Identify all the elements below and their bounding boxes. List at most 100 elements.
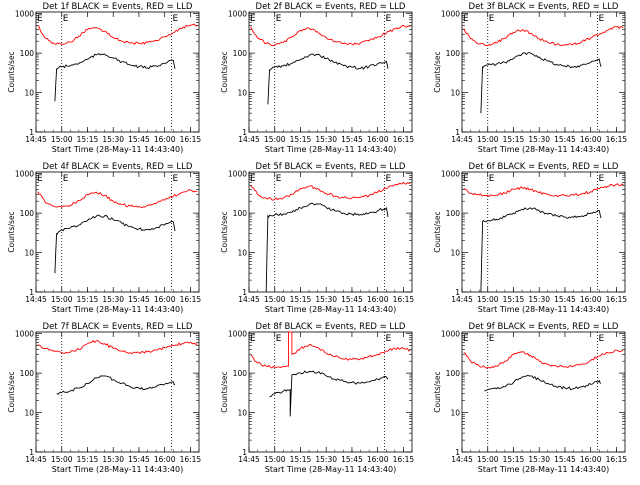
x-tick-label: 16:15 bbox=[606, 455, 628, 464]
events-series-line bbox=[269, 370, 389, 417]
x-tick-label: 16:00 bbox=[154, 295, 176, 304]
x-axis-label: Start Time (28-May-11 14:43:40) bbox=[265, 145, 396, 154]
chart-title: Det 7f BLACK = Events, RED = LLD bbox=[43, 322, 193, 332]
time-marker-label: E bbox=[489, 14, 495, 24]
time-marker-label: E bbox=[63, 174, 69, 184]
x-tick-label: 15:30 bbox=[315, 135, 337, 144]
y-tick-label: 1000 bbox=[441, 330, 460, 339]
x-tick-label: 16:15 bbox=[180, 135, 202, 144]
y-tick-label: 10 bbox=[450, 89, 460, 98]
events-series-line bbox=[484, 374, 602, 392]
chart-panel-1: Det 1f BLACK = Events, RED = LLD 1 10 100 10… bbox=[7, 2, 201, 154]
y-axis-label: Counts/sec bbox=[433, 371, 442, 412]
chart-panel-3: Det 3f BLACK = Events, RED = LLD 1 10 100 10… bbox=[433, 2, 627, 154]
x-tick-label: 15:00 bbox=[51, 135, 73, 144]
time-marker-label: E bbox=[386, 14, 392, 24]
plot-frame bbox=[248, 171, 413, 293]
x-tick-label: 15:45 bbox=[128, 455, 150, 464]
x-tick-label: 15:30 bbox=[315, 455, 337, 464]
plot-frame bbox=[248, 11, 413, 133]
x-tick-label: 15:45 bbox=[341, 295, 363, 304]
plot-frame bbox=[35, 171, 200, 293]
events-series-line bbox=[267, 53, 389, 105]
chart-title: Det 3f BLACK = Events, RED = LLD bbox=[469, 2, 619, 12]
events-series-line bbox=[54, 214, 176, 274]
time-marker-label: E bbox=[37, 14, 43, 24]
x-tick-label: 16:15 bbox=[393, 135, 415, 144]
x-tick-label: 15:15 bbox=[290, 295, 312, 304]
chart-panel-7: Det 7f BLACK = Events, RED = LLD 1 10 100 10… bbox=[7, 322, 201, 474]
time-marker-label: E bbox=[173, 14, 179, 24]
chart-title: Det 6f BLACK = Events, RED = LLD bbox=[469, 162, 619, 172]
x-tick-label: 16:15 bbox=[393, 455, 415, 464]
y-tick-label: 10 bbox=[24, 409, 34, 418]
x-tick-label: 15:45 bbox=[128, 295, 150, 304]
x-tick-label: 15:45 bbox=[554, 295, 576, 304]
x-tick-label: 15:30 bbox=[102, 135, 124, 144]
x-tick-label: 16:15 bbox=[606, 135, 628, 144]
x-axis-label: Start Time (28-May-11 14:43:40) bbox=[478, 145, 609, 154]
time-marker-label: E bbox=[489, 174, 495, 184]
x-tick-label: 16:15 bbox=[606, 295, 628, 304]
x-tick-label: 15:00 bbox=[477, 135, 499, 144]
x-tick-label: 15:15 bbox=[77, 135, 99, 144]
lld-series-line bbox=[463, 349, 624, 369]
x-tick-label: 15:15 bbox=[290, 135, 312, 144]
time-marker-label: E bbox=[599, 14, 605, 24]
time-marker-label: E bbox=[276, 14, 282, 24]
x-axis-label: Start Time (28-May-11 14:43:40) bbox=[52, 145, 183, 154]
x-tick-label: 16:00 bbox=[154, 135, 176, 144]
time-marker-label: E bbox=[37, 174, 43, 184]
x-axis-label: Start Time (28-May-11 14:43:40) bbox=[265, 305, 396, 314]
x-tick-label: 15:15 bbox=[290, 455, 312, 464]
y-tick-label: 1 bbox=[455, 448, 460, 457]
x-tick-label: 16:15 bbox=[180, 295, 202, 304]
x-tick-label: 16:15 bbox=[180, 455, 202, 464]
time-marker-label: E bbox=[250, 14, 256, 24]
x-tick-label: 14:45 bbox=[25, 295, 47, 304]
time-marker-label: E bbox=[63, 14, 69, 24]
chart-title: Det 1f BLACK = Events, RED = LLD bbox=[43, 2, 193, 12]
plot-frame bbox=[35, 331, 200, 453]
lld-series-line bbox=[250, 25, 411, 47]
x-tick-label: 15:00 bbox=[51, 455, 73, 464]
chart-title: Det 5f BLACK = Events, RED = LLD bbox=[256, 162, 406, 172]
y-tick-label: 1 bbox=[29, 128, 34, 137]
y-tick-label: 100 bbox=[20, 369, 35, 378]
x-axis-label: Start Time (28-May-11 14:43:40) bbox=[478, 305, 609, 314]
lld-series-line bbox=[463, 25, 624, 47]
x-tick-label: 14:45 bbox=[238, 135, 260, 144]
x-tick-label: 16:00 bbox=[154, 455, 176, 464]
x-tick-label: 16:00 bbox=[580, 455, 602, 464]
chart-panel-6: Det 6f BLACK = Events, RED = LLD 1 10 100 10… bbox=[433, 162, 627, 314]
y-tick-label: 100 bbox=[446, 209, 461, 218]
time-marker-label: E bbox=[599, 334, 605, 344]
x-tick-label: 15:15 bbox=[503, 135, 525, 144]
lld-series-line bbox=[37, 23, 198, 46]
plot-frame bbox=[35, 11, 200, 133]
x-tick-label: 16:00 bbox=[580, 295, 602, 304]
time-marker-label: E bbox=[489, 334, 495, 344]
lld-series-line bbox=[463, 183, 624, 198]
chart-panel-8: Det 8f BLACK = Events, RED = LLD 1 10 100 10… bbox=[220, 322, 414, 474]
plot-frame bbox=[248, 331, 413, 453]
y-axis-label: Counts/sec bbox=[7, 211, 16, 252]
time-marker-label: E bbox=[276, 174, 282, 184]
plot-frame bbox=[461, 171, 626, 293]
x-tick-label: 14:45 bbox=[451, 455, 473, 464]
x-axis-label: Start Time (28-May-11 14:43:40) bbox=[52, 465, 183, 474]
y-tick-label: 10 bbox=[237, 89, 247, 98]
time-marker-label: E bbox=[276, 334, 282, 344]
y-tick-label: 1000 bbox=[15, 170, 34, 179]
y-tick-label: 1 bbox=[242, 448, 247, 457]
x-tick-label: 15:00 bbox=[51, 295, 73, 304]
time-marker-label: E bbox=[463, 14, 469, 24]
y-axis-label: Counts/sec bbox=[220, 371, 229, 412]
events-series-line bbox=[480, 207, 602, 293]
x-tick-label: 14:45 bbox=[25, 455, 47, 464]
x-tick-label: 15:00 bbox=[477, 295, 499, 304]
y-tick-label: 1000 bbox=[15, 10, 34, 19]
events-series-line bbox=[56, 375, 176, 395]
time-marker-label: E bbox=[250, 174, 256, 184]
x-tick-label: 15:15 bbox=[77, 455, 99, 464]
